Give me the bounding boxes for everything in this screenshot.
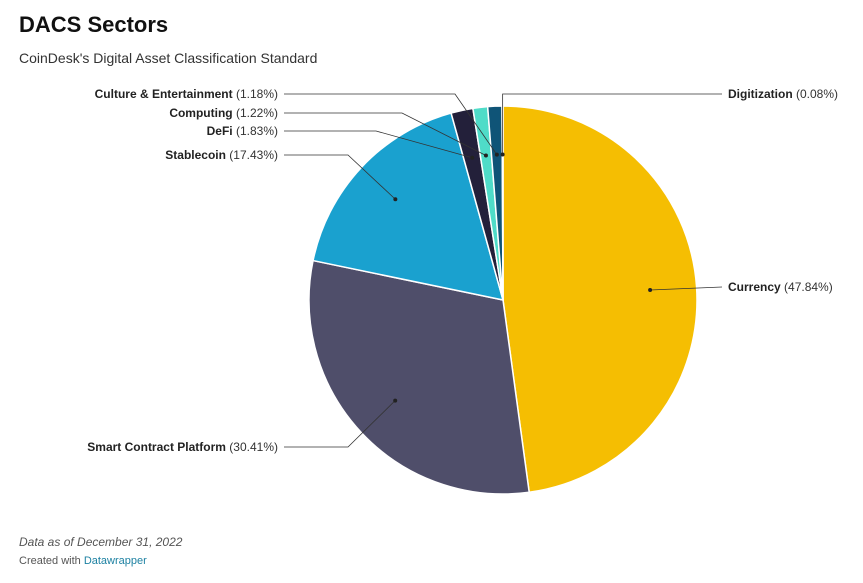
credit-line: Created with Datawrapper bbox=[19, 555, 147, 567]
leader-line-computing bbox=[284, 112, 487, 156]
leader-line-stablecoin bbox=[284, 154, 396, 200]
label-dot-digitization bbox=[500, 152, 505, 157]
data-note: Data as of December 31, 2022 bbox=[19, 535, 183, 549]
leader-line-currency bbox=[650, 286, 723, 291]
label-dot-defi bbox=[470, 155, 475, 160]
credit-prefix: Created with bbox=[19, 555, 84, 567]
pie-slice-smart-contract-platform[interactable] bbox=[308, 259, 531, 495]
datawrapper-link[interactable]: Datawrapper bbox=[83, 555, 147, 567]
label-dot-currency bbox=[648, 288, 653, 293]
label-dot-culture-and-entertainment bbox=[494, 152, 499, 157]
slice-label-currency: Currency (47.84%) bbox=[728, 280, 833, 294]
leader-line-culture-and-entertainment bbox=[284, 93, 498, 155]
label-dot-computing bbox=[483, 153, 488, 158]
label-dot-stablecoin bbox=[393, 197, 398, 202]
chart-subtitle: CoinDesk's Digital Asset Classification … bbox=[19, 50, 318, 66]
pie-slice-currency[interactable] bbox=[502, 105, 698, 494]
slice-label-smart-contract-platform: Smart Contract Platform (30.41%) bbox=[87, 440, 278, 454]
leader-line-smart-contract-platform bbox=[284, 400, 396, 448]
slice-label-defi: DeFi (1.83%) bbox=[207, 124, 278, 138]
chart-title: DACS Sectors bbox=[19, 12, 169, 37]
leader-line-defi bbox=[284, 130, 473, 159]
leader-line-digitization bbox=[502, 93, 722, 155]
label-dot-smart-contract-platform bbox=[393, 398, 398, 403]
slice-label-culture-and-entertainment: Culture & Entertainment (1.18%) bbox=[95, 87, 278, 101]
slice-label-computing: Computing (1.22%) bbox=[169, 106, 278, 120]
slice-label-digitization: Digitization (0.08%) bbox=[728, 87, 838, 101]
slice-label-stablecoin: Stablecoin (17.43%) bbox=[165, 148, 278, 162]
